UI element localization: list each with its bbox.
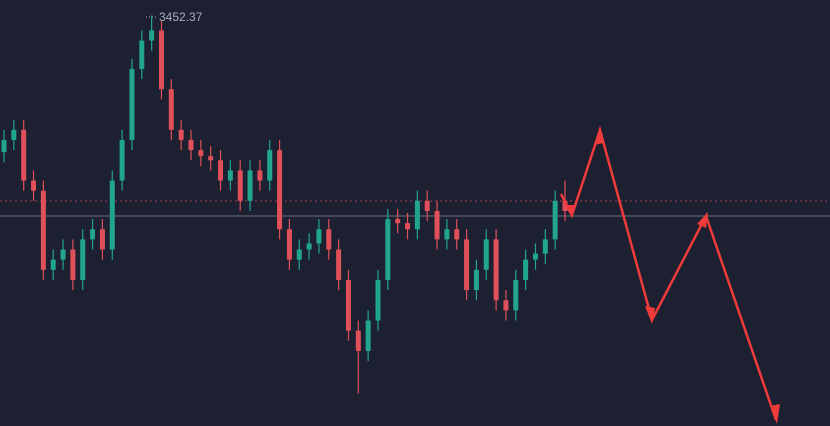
candle-body <box>129 68 135 140</box>
candle-body <box>1 139 7 153</box>
candle-body <box>237 170 243 201</box>
candle-body <box>552 200 558 240</box>
candle-body <box>513 279 519 311</box>
candle-body <box>532 253 538 260</box>
candle-body <box>168 89 174 130</box>
arrowheads <box>565 126 780 424</box>
candle-body <box>395 219 401 224</box>
candle-body <box>414 200 420 230</box>
candle-body <box>385 219 391 280</box>
candle-body <box>208 156 214 161</box>
candle-body <box>503 300 509 311</box>
candle-body <box>99 229 105 250</box>
candle-body <box>405 223 411 230</box>
candle-body <box>483 239 489 270</box>
candle-body <box>286 229 292 260</box>
candle-body <box>316 229 322 244</box>
candle-body <box>345 279 351 331</box>
candle-body <box>70 249 76 280</box>
candle-body <box>218 160 224 181</box>
candle-body <box>277 150 283 230</box>
candle-body <box>296 249 302 260</box>
candle-body <box>444 229 450 240</box>
candle-body <box>365 320 371 351</box>
candle-body <box>375 279 381 321</box>
candle-body <box>355 330 361 351</box>
arrowhead <box>594 126 604 145</box>
candle-body <box>464 239 470 291</box>
candle-body <box>227 170 233 181</box>
candle-body <box>158 30 164 90</box>
candle-body <box>50 259 56 270</box>
candle-body <box>139 40 145 69</box>
high-label: 3452.37 <box>159 10 203 24</box>
candle-body <box>11 129 17 140</box>
candle-body <box>306 243 312 250</box>
arrowhead <box>565 205 575 218</box>
candle-body <box>542 239 548 254</box>
candle-body <box>178 129 184 140</box>
candle-body <box>473 269 479 291</box>
candle-body <box>493 239 499 301</box>
candle-body <box>326 229 332 250</box>
candle-body <box>198 150 204 157</box>
arrowhead <box>697 212 708 228</box>
candle-body <box>247 170 253 201</box>
candle-body <box>434 210 440 240</box>
candle-body <box>336 249 342 280</box>
candle-body <box>257 170 263 181</box>
candle-body <box>60 249 66 260</box>
candle-body <box>454 229 460 240</box>
candle-body <box>40 190 46 270</box>
candle-body <box>31 180 37 191</box>
candle-body <box>80 239 86 280</box>
candle-body <box>424 200 430 211</box>
candle-body <box>119 139 125 181</box>
candle-body <box>90 229 96 240</box>
candle-body <box>523 259 529 280</box>
arrowhead <box>645 306 655 324</box>
candle-body <box>562 200 568 211</box>
candles <box>1 15 568 394</box>
candle-body <box>21 129 27 181</box>
candle-body <box>149 30 155 41</box>
candle-body <box>188 139 194 151</box>
candle-body <box>109 180 115 250</box>
arrowhead <box>770 404 780 424</box>
candle-body <box>267 150 273 181</box>
